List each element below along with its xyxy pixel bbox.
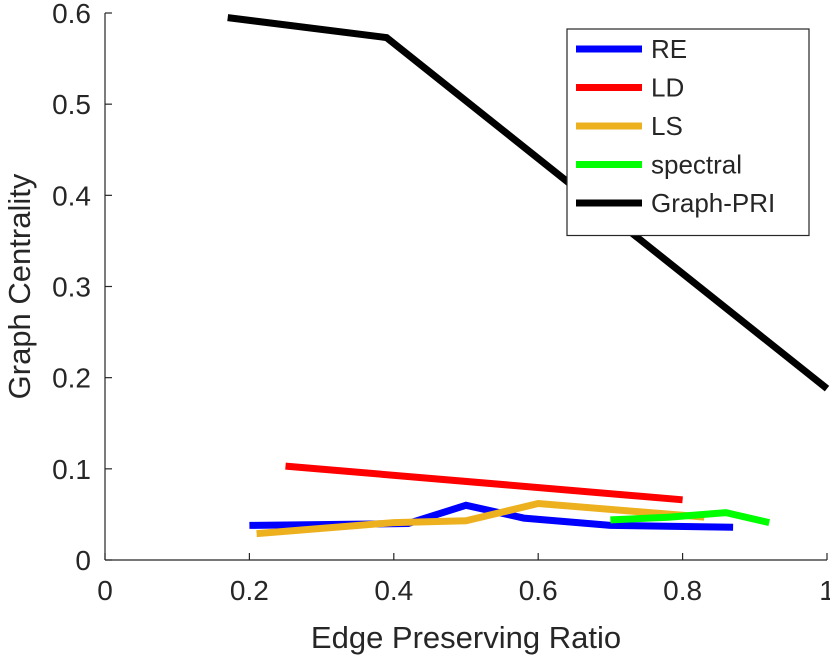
- x-tick-label: 0.6: [519, 575, 558, 606]
- x-tick-label: 0: [97, 575, 113, 606]
- legend-label-spectral: spectral: [651, 150, 742, 180]
- axes: 0 0.2 0.4 0.6 0.8 1 0 0.1 0.2 0.3 0.4 0.5 0.6: [52, 0, 830, 606]
- y-tick-label: 0: [75, 545, 91, 576]
- series-line-ld: [285, 462, 683, 504]
- x-tick-label: 1: [819, 575, 830, 606]
- legend-label-re: RE: [651, 34, 687, 64]
- y-tick-label: 0.6: [52, 0, 91, 29]
- series-line-graph-pri: [227, 14, 830, 392]
- series-line-spectral: [610, 509, 770, 527]
- y-tick-label: 0.5: [52, 89, 91, 120]
- series-layer: [227, 14, 830, 538]
- y-tick-label: 0.2: [52, 363, 91, 394]
- legend: RE LD LS spectral Graph-PRI: [566, 28, 810, 237]
- x-tick-label: 0.2: [230, 575, 269, 606]
- x-tick-label: 0.4: [374, 575, 413, 606]
- x-tick-label: 0.8: [663, 575, 702, 606]
- y-tick-label: 0.3: [52, 272, 91, 303]
- legend-label-ls: LS: [651, 111, 683, 141]
- legend-label-graph-pri: Graph-PRI: [651, 188, 775, 218]
- y-tick-label: 0.4: [52, 180, 91, 211]
- y-axis-label: Graph Centrality: [2, 173, 37, 399]
- y-tick-label: 0.1: [52, 454, 91, 485]
- legend-label-ld: LD: [651, 73, 684, 103]
- x-axis-label: Edge Preserving Ratio: [311, 620, 621, 655]
